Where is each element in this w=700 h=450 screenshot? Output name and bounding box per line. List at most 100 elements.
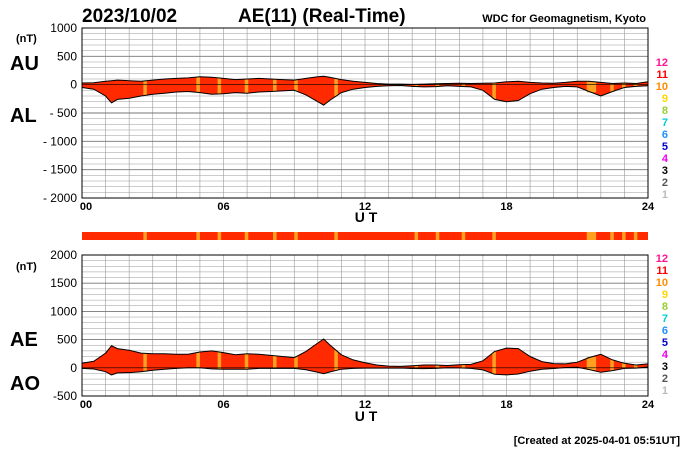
coverage-block: [334, 350, 338, 371]
x-tick-label: 18: [500, 201, 512, 213]
legend-count: 5: [662, 141, 668, 153]
al-label: AL: [10, 105, 37, 127]
legend-count: 12: [656, 57, 668, 69]
legend-count: 6: [662, 129, 668, 141]
legend-count: 4: [662, 153, 669, 165]
x-tick-label: 12: [359, 399, 371, 411]
coverage-block: [492, 351, 496, 375]
x-tick-label: 00: [80, 201, 92, 213]
x-tick-label: 12: [359, 201, 371, 213]
coverage-block: [217, 78, 222, 94]
bottom-grid: [82, 255, 648, 396]
y-tick-label: 500: [57, 49, 77, 63]
legend-count: 2: [662, 177, 668, 189]
coverage-block: [610, 83, 614, 92]
coverage-block: [435, 365, 440, 369]
bottom-x-axis-label: U T: [355, 408, 378, 424]
coverage-block: [244, 79, 249, 94]
top-lines: [81, 75, 649, 106]
coverage-block: [334, 78, 338, 97]
y-tick-label: 1000: [50, 21, 77, 35]
legend-count: 2: [662, 373, 668, 385]
legend-count: 10: [656, 277, 668, 289]
ao-label: AO: [10, 373, 40, 395]
legend-count: 5: [662, 337, 668, 349]
x-tick-label: 06: [217, 399, 229, 411]
y-tick-label: - 500: [50, 106, 78, 120]
legend-count: 10: [656, 81, 668, 93]
au-label: AU: [10, 53, 39, 75]
top-x-axis-label: U T: [355, 209, 378, 225]
legend-count: 3: [662, 165, 668, 177]
coverage-block: [461, 364, 466, 369]
coverage-block: [586, 356, 597, 371]
coverage-block: [414, 365, 419, 369]
source-label: WDC for Geomagnetism, Kyoto: [482, 13, 646, 25]
coverage-block: [143, 80, 147, 96]
range-fill: [82, 339, 648, 375]
coverage-block: [294, 79, 298, 92]
series-line-au: [81, 75, 649, 85]
strip-block: [461, 232, 466, 240]
x-tick-label: 18: [500, 399, 512, 411]
ae-label: AE: [10, 329, 38, 351]
strip-block: [610, 232, 614, 240]
bottom-y-ticks: 2000 1500 1000 500 0 -500: [50, 248, 77, 403]
top-grid: [82, 28, 648, 198]
y-tick-label: 0: [70, 78, 77, 92]
strip-block: [633, 232, 638, 240]
coverage-block: [610, 359, 614, 371]
strip-block: [435, 232, 440, 240]
coverage-block: [414, 84, 419, 87]
coverage-block: [622, 363, 626, 369]
strip-block: [143, 232, 147, 240]
coverage-block: [294, 356, 298, 369]
y-tick-label: -500: [53, 389, 77, 403]
y-tick-label: 0: [70, 361, 77, 375]
x-tick-label: 24: [642, 399, 655, 411]
legend-count: 12: [656, 253, 668, 265]
strip-block: [273, 232, 277, 240]
coverage-block: [622, 82, 626, 88]
top-panel: 1000 500 0 - 500 - 1000 - 1500 - 2000 00 06 12 18…: [10, 21, 655, 225]
strip-block: [414, 232, 419, 240]
bottom-x-ticks: 00 06 12 18 24: [80, 399, 655, 411]
created-label: [Created at 2025-04-01 05:51UT]: [514, 435, 681, 447]
strip-block: [622, 232, 626, 240]
series-line-ao: [81, 366, 649, 376]
y-tick-label: 1500: [50, 276, 77, 290]
date-title: 2023/10/02: [82, 6, 177, 27]
series-line-al: [81, 84, 649, 106]
activity-strip: [82, 232, 648, 240]
legend-count: 9: [662, 289, 668, 301]
legend-count: 8: [662, 301, 668, 313]
strip-base: [82, 232, 648, 240]
strip-block: [492, 232, 496, 240]
strip-block: [294, 232, 298, 240]
coverage-block: [492, 82, 496, 99]
bottom-fill: [82, 339, 648, 375]
x-tick-label: 06: [217, 201, 229, 213]
y-tick-label: 2000: [50, 248, 77, 262]
strip-block: [196, 232, 200, 240]
y-tick-label: 500: [57, 333, 77, 347]
y-tick-label: 1000: [50, 304, 77, 318]
legend-count: 1: [662, 189, 668, 201]
range-fill: [82, 76, 648, 106]
coverage-block: [196, 352, 200, 368]
series-line-ae: [81, 338, 649, 367]
y-tick-label: - 2000: [43, 191, 77, 205]
strip-block: [586, 232, 597, 240]
strip-block: [217, 232, 222, 240]
bottom-unit-label: (nT): [16, 261, 37, 273]
legend-count: 4: [662, 349, 669, 361]
coverage-block: [217, 351, 222, 370]
legend-count: 7: [662, 313, 668, 325]
strip-block: [244, 232, 249, 240]
coverage-block: [633, 364, 638, 369]
chart-title: AE(11) (Real-Time): [238, 6, 406, 27]
